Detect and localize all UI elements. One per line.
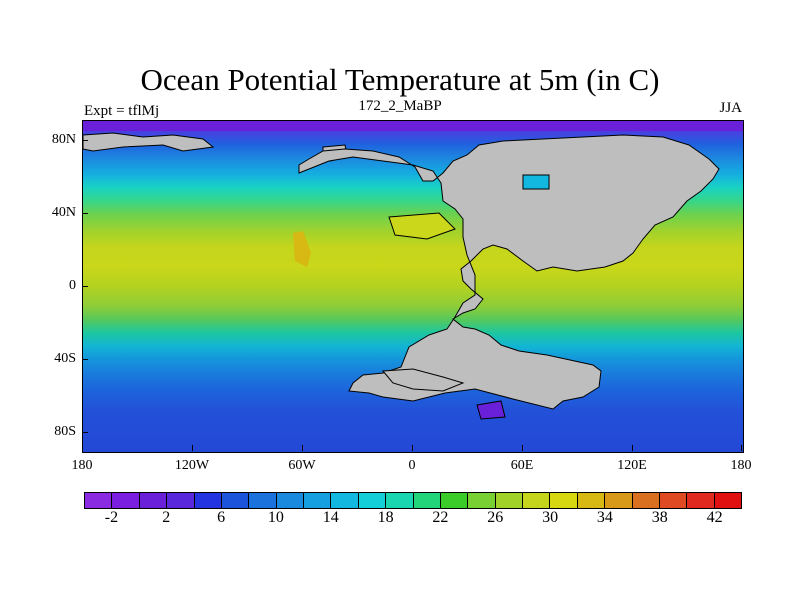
colorbar-swatch: [632, 493, 660, 508]
colorbar-swatch: [139, 493, 168, 508]
land-mask: [83, 121, 743, 420]
warm-patch-west: [293, 231, 311, 267]
y-tickmark: [82, 140, 88, 141]
inland-sea-north: [522, 174, 550, 190]
colorbar-swatch: [167, 493, 195, 508]
x-tick-label: 60W: [288, 458, 316, 473]
colorbar-swatch: [413, 493, 441, 508]
colorbar-swatch: [331, 493, 359, 508]
colorbar-label: 22: [432, 509, 449, 526]
x-tick-label: 180: [730, 458, 752, 473]
y-tickmark: [82, 359, 88, 360]
x-tickmark: [632, 445, 633, 451]
colorbar-swatch: [304, 493, 332, 508]
x-tick-label: 180: [71, 458, 93, 473]
colorbar-label: 26: [487, 509, 504, 526]
land-south-block: [381, 368, 465, 392]
arctic-band: [83, 121, 743, 131]
land-main-continent: [298, 134, 720, 410]
warm-gulf: [388, 212, 456, 240]
y-tickmark: [82, 286, 88, 287]
colorbar-swatch: [276, 493, 304, 508]
colorbar-swatch: [468, 493, 496, 508]
colorbar-swatch: [386, 493, 414, 508]
colorbar-swatch: [577, 493, 606, 508]
colorbar-swatch: [112, 493, 140, 508]
colorbar-label: 38: [651, 509, 668, 526]
colorbar-swatch: [194, 493, 222, 508]
colorbar-label: -2: [104, 509, 119, 526]
colorbar-swatch: [249, 493, 277, 508]
season-label: JJA: [719, 100, 742, 116]
colorbar-label: 34: [596, 509, 613, 526]
colorbar-swatch: [85, 493, 113, 508]
colorbar-swatch: [495, 493, 523, 508]
colorbar-swatch: [714, 493, 741, 508]
colorbar-label: 14: [322, 509, 339, 526]
colorbar-swatch: [440, 493, 469, 508]
colorbar-label: 30: [542, 509, 559, 526]
colorbar-swatch: [221, 493, 250, 508]
x-tick-label: 120W: [174, 458, 210, 473]
colorbar-swatch: [358, 493, 387, 508]
land-arctic-left: [83, 132, 215, 152]
x-tickmark: [522, 445, 523, 451]
colorbar-swatch: [659, 493, 688, 508]
y-tickmark: [82, 432, 88, 433]
colorbar-label: 6: [217, 509, 226, 526]
x-tick-label: 120E: [617, 458, 647, 473]
y-tick-label: 40S: [54, 351, 76, 366]
x-tick-label: 60E: [510, 458, 534, 473]
map-panel: [82, 120, 744, 453]
y-tick-label: 80S: [54, 424, 76, 439]
y-tick-label: 0: [69, 278, 76, 293]
y-tickmark: [82, 213, 88, 214]
colorbar: [84, 492, 742, 509]
y-tick-label: 40N: [51, 205, 76, 220]
map-title: Ocean Potential Temperature at 5m (in C): [140, 62, 660, 97]
colorbar-label: 18: [377, 509, 394, 526]
x-tickmark: [302, 445, 303, 451]
y-tick-label: 80N: [51, 132, 76, 147]
colorbar-swatch: [523, 493, 551, 508]
time-label: 172_2_MaBP: [358, 98, 442, 114]
colorbar-label: 2: [162, 509, 171, 526]
x-tickmark: [741, 445, 742, 451]
colorbar-label: 42: [706, 509, 723, 526]
experiment-label: Expt = tflMj: [84, 103, 160, 119]
x-tickmark: [82, 445, 83, 451]
colorbar-swatch: [550, 493, 578, 508]
colorbar-swatch: [687, 493, 715, 508]
x-tickmark: [412, 445, 413, 451]
colorbar-label: 10: [267, 509, 284, 526]
x-tickmark: [192, 445, 193, 451]
colorbar-swatch: [605, 493, 633, 508]
x-tick-label: 0: [408, 458, 416, 473]
cold-patch-south: [476, 400, 506, 420]
